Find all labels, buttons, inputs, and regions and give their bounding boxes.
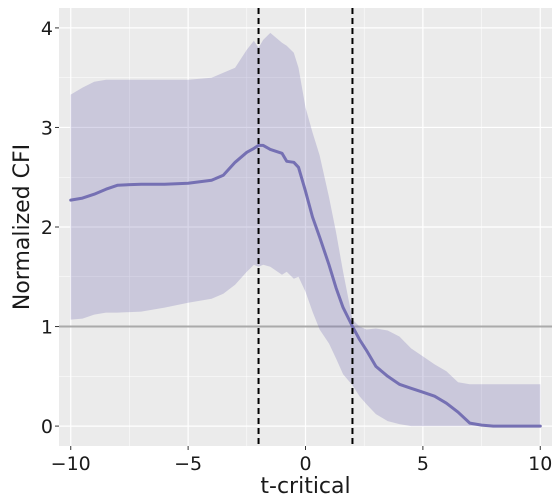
- x-tick-label: 10: [528, 453, 552, 475]
- y-tick-label: 2: [41, 217, 53, 239]
- x-tick-label: −5: [174, 453, 202, 475]
- y-tick-label: 3: [41, 117, 53, 139]
- confidence-band: [70, 32, 541, 427]
- x-axis-label: t-critical: [260, 474, 350, 495]
- x-tick-label: −10: [51, 453, 91, 475]
- y-tick-label: 0: [41, 416, 53, 438]
- y-tick-label: 4: [41, 18, 53, 40]
- ticks: −10 −5 0 5 10 0 1 2 3 4: [41, 18, 552, 475]
- series-line: [69, 143, 542, 428]
- series: [69, 8, 542, 446]
- y-tick-label: 1: [41, 317, 53, 339]
- x-tick-label: 5: [417, 453, 429, 475]
- x-tick-label: 0: [299, 453, 311, 475]
- y-axis-label: Normalized CFI: [10, 144, 35, 310]
- grid: [59, 8, 552, 446]
